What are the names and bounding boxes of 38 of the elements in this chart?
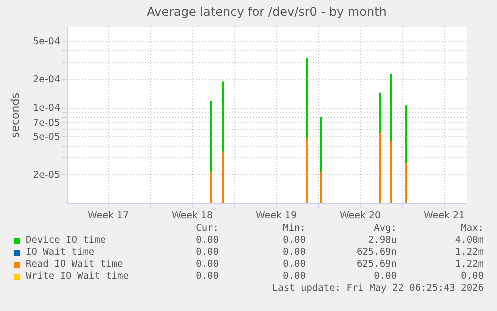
text: 2.98u bbox=[368, 235, 397, 246]
text: Min: bbox=[283, 223, 306, 234]
y-tick-label: 7e-05 bbox=[33, 118, 60, 129]
text: 4.00m bbox=[455, 235, 484, 246]
y-tick-label: 5e-05 bbox=[33, 132, 60, 143]
text: Cur: bbox=[196, 223, 219, 234]
legend-label: IO Wait time bbox=[26, 247, 95, 258]
text: 0.00 bbox=[196, 247, 219, 258]
legend-label: Read IO Wait time bbox=[26, 259, 124, 270]
text: 0.00 bbox=[283, 235, 306, 246]
x-tick-label: Week 18 bbox=[172, 210, 214, 222]
text: 0.00 bbox=[374, 271, 397, 282]
y-tick-label: 2e-04 bbox=[33, 74, 60, 86]
text: 0.00 bbox=[283, 259, 306, 270]
x-tick-label: Week 21 bbox=[424, 210, 466, 222]
y-tick-label: 5e-04 bbox=[33, 36, 60, 48]
text: 1.22m bbox=[455, 247, 484, 258]
text: 0.00 bbox=[283, 271, 306, 282]
text: 0.00 bbox=[196, 259, 219, 270]
y-axis-title: seconds bbox=[9, 92, 22, 138]
text: Max: bbox=[461, 223, 484, 234]
x-tick-label: Week 20 bbox=[340, 210, 382, 222]
text: 625.69n bbox=[356, 259, 397, 270]
legend-label: Device IO time bbox=[26, 235, 106, 246]
text: 0.00 bbox=[196, 271, 219, 282]
y-tick-label: 2e-05 bbox=[33, 170, 60, 181]
text: Last update: Fri May 22 06:25:43 2026 bbox=[272, 283, 484, 294]
chart-title: Average latency for /dev/sr0 - by month bbox=[147, 5, 387, 19]
legend-label: Write IO Wait time bbox=[26, 271, 129, 282]
text: 1.22m bbox=[455, 259, 484, 270]
text: 0.00 bbox=[461, 271, 484, 282]
text: 625.69n bbox=[356, 247, 397, 258]
y-tick-label: 1e-04 bbox=[33, 103, 60, 114]
text: Avg: bbox=[374, 223, 397, 234]
x-tick-label: Week 19 bbox=[256, 210, 298, 222]
x-tick-label: Week 17 bbox=[88, 210, 130, 222]
text: 0.00 bbox=[283, 247, 306, 258]
text: 0.00 bbox=[196, 235, 219, 246]
